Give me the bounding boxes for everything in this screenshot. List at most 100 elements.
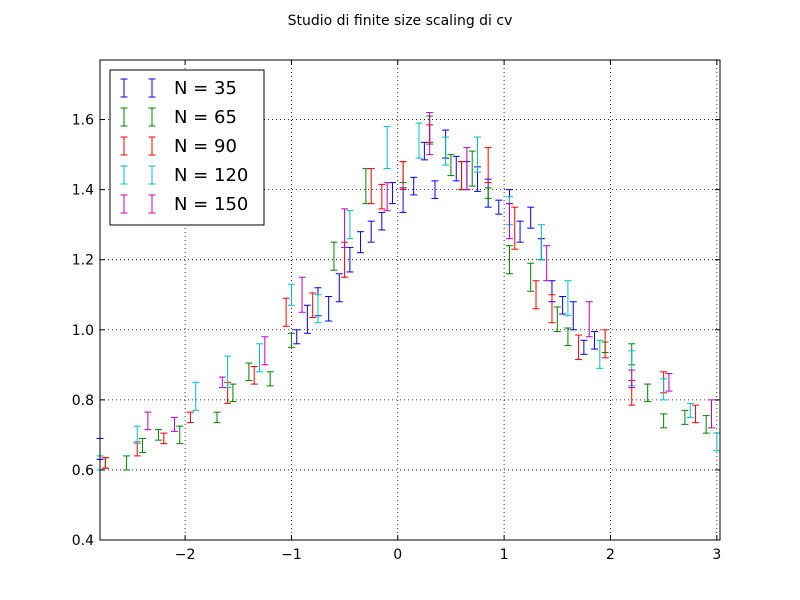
error-bar bbox=[287, 332, 295, 348]
error-bar bbox=[176, 425, 184, 445]
error-bar bbox=[585, 301, 593, 338]
y-tick-label: 0.4 bbox=[72, 533, 94, 549]
error-bar bbox=[378, 211, 386, 231]
error-bar bbox=[431, 180, 439, 199]
y-tick-label: 0.8 bbox=[72, 393, 94, 409]
series-layer bbox=[96, 112, 721, 471]
x-tick-label: 1 bbox=[500, 547, 509, 563]
legend-label: N = 150 bbox=[174, 194, 248, 215]
error-bar bbox=[282, 297, 290, 327]
legend-item: N = 90 bbox=[120, 136, 237, 157]
error-bar bbox=[410, 176, 418, 196]
error-bar bbox=[139, 437, 147, 453]
error-bar bbox=[325, 295, 333, 322]
error-bar bbox=[367, 220, 375, 243]
chart-title: Studio di finite size scaling di cv bbox=[288, 13, 513, 29]
y-tick-label: 1.0 bbox=[72, 323, 94, 339]
error-bar bbox=[213, 411, 221, 424]
error-bar bbox=[447, 154, 455, 177]
error-bar bbox=[702, 415, 710, 434]
error-bar bbox=[367, 168, 375, 205]
legend-item: N = 35 bbox=[120, 78, 237, 99]
y-tick-label: 1.6 bbox=[72, 113, 94, 129]
plot-frame bbox=[99, 59, 721, 541]
legend: N = 35 N = 65 N = 90 N = 120 N = 150 bbox=[109, 69, 265, 226]
error-bar bbox=[543, 245, 551, 282]
grid bbox=[100, 60, 720, 540]
error-bar bbox=[378, 183, 386, 210]
x-tick-label: −2 bbox=[175, 547, 196, 563]
error-bar bbox=[591, 331, 599, 350]
legend-item: N = 120 bbox=[120, 165, 248, 186]
error-bar bbox=[553, 306, 561, 333]
x-tick-label: 2 bbox=[606, 547, 615, 563]
error-bar bbox=[575, 334, 583, 361]
error-bar bbox=[692, 404, 700, 424]
error-bar bbox=[314, 294, 322, 324]
error-bar bbox=[527, 206, 535, 229]
legend-label: N = 120 bbox=[174, 165, 248, 186]
error-bar bbox=[399, 161, 407, 191]
error-bar bbox=[192, 381, 200, 411]
legend-label: N = 35 bbox=[174, 78, 237, 99]
legend-label: N = 90 bbox=[174, 136, 237, 157]
error-bar bbox=[495, 199, 503, 215]
y-tick-label: 0.6 bbox=[72, 463, 94, 479]
error-bar bbox=[644, 383, 652, 403]
error-bar bbox=[287, 283, 295, 306]
error-bar bbox=[686, 402, 694, 418]
error-bar bbox=[229, 383, 237, 403]
error-bar bbox=[596, 339, 604, 369]
error-bar bbox=[660, 378, 668, 401]
error-bar bbox=[580, 339, 588, 355]
error-bar bbox=[452, 155, 460, 182]
error-bar bbox=[250, 366, 258, 385]
error-bar bbox=[245, 362, 253, 382]
error-bar bbox=[628, 369, 636, 389]
error-bar bbox=[569, 301, 577, 331]
error-bar bbox=[144, 411, 152, 431]
error-bar bbox=[330, 241, 338, 271]
error-bar bbox=[293, 329, 301, 345]
error-bar bbox=[527, 262, 535, 292]
error-bar bbox=[426, 112, 434, 156]
error-bar bbox=[559, 295, 567, 315]
y-tick-label: 1.4 bbox=[72, 183, 94, 199]
y-tick-label: 1.2 bbox=[72, 253, 94, 269]
legend-label: N = 65 bbox=[174, 107, 237, 128]
error-bar bbox=[468, 150, 476, 187]
error-bar bbox=[505, 245, 513, 275]
x-tick-label: −1 bbox=[281, 547, 302, 563]
error-bar bbox=[309, 292, 317, 319]
error-bar bbox=[101, 457, 109, 469]
series-4 bbox=[144, 112, 715, 432]
x-tick-label: 3 bbox=[712, 547, 721, 563]
error-bar bbox=[474, 136, 482, 173]
x-tick-label: 0 bbox=[393, 547, 402, 563]
error-bar bbox=[548, 294, 556, 324]
series-3 bbox=[96, 122, 721, 471]
error-bar bbox=[160, 432, 168, 445]
error-bar bbox=[564, 327, 572, 347]
legend-item: N = 150 bbox=[120, 194, 248, 215]
error-bar bbox=[346, 210, 354, 240]
error-bar bbox=[123, 455, 131, 471]
error-bar bbox=[383, 182, 391, 212]
legend-item: N = 65 bbox=[120, 107, 237, 128]
error-bar bbox=[442, 136, 450, 166]
error-bar bbox=[601, 329, 609, 359]
error-bar bbox=[170, 416, 178, 432]
error-bar bbox=[665, 373, 673, 392]
error-bar bbox=[532, 280, 540, 310]
error-bar bbox=[681, 409, 689, 425]
error-bar bbox=[511, 206, 519, 250]
error-bar bbox=[415, 122, 423, 159]
error-bar bbox=[261, 336, 269, 366]
error-bar bbox=[256, 343, 264, 373]
error-bar bbox=[383, 126, 391, 170]
error-bar bbox=[707, 399, 715, 429]
error-bar bbox=[713, 432, 721, 452]
error-bar bbox=[484, 187, 492, 199]
error-bar bbox=[564, 280, 572, 317]
error-bar bbox=[266, 371, 274, 387]
